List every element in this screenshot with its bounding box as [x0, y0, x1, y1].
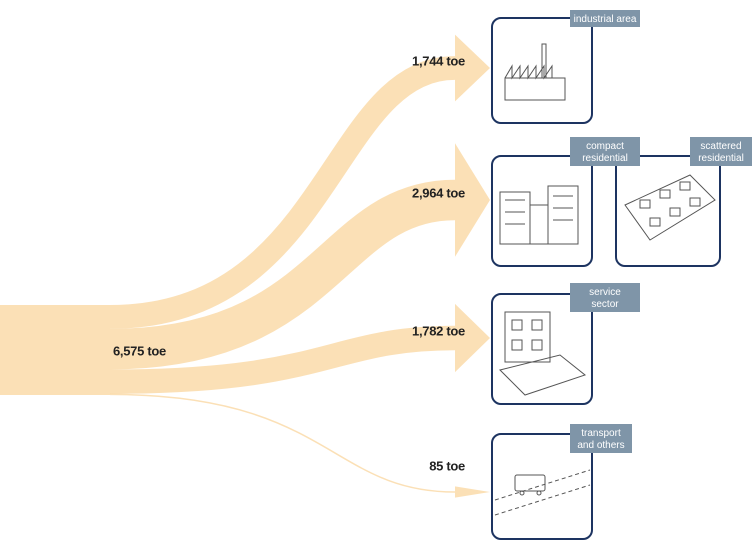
node-box [492, 156, 592, 266]
flow-label: 85 toe [429, 458, 465, 473]
flow-arrowhead [455, 486, 490, 497]
node-box [616, 156, 720, 266]
source-label: 6,575 toe [113, 343, 166, 358]
node-label: industrial area [574, 14, 637, 25]
diagram: 1,744 toe 2,964 toe 1,782 toe 85 toe [0, 0, 755, 543]
flow-label: 1,782 toe [412, 323, 465, 338]
flow-label: 1,744 toe [412, 53, 465, 68]
flow [110, 394, 455, 492]
source-band [0, 305, 110, 395]
flow-label: 2,964 toe [412, 185, 465, 200]
nodes [492, 18, 720, 539]
flows: 1,744 toe 2,964 toe 1,782 toe 85 toe [0, 35, 490, 498]
